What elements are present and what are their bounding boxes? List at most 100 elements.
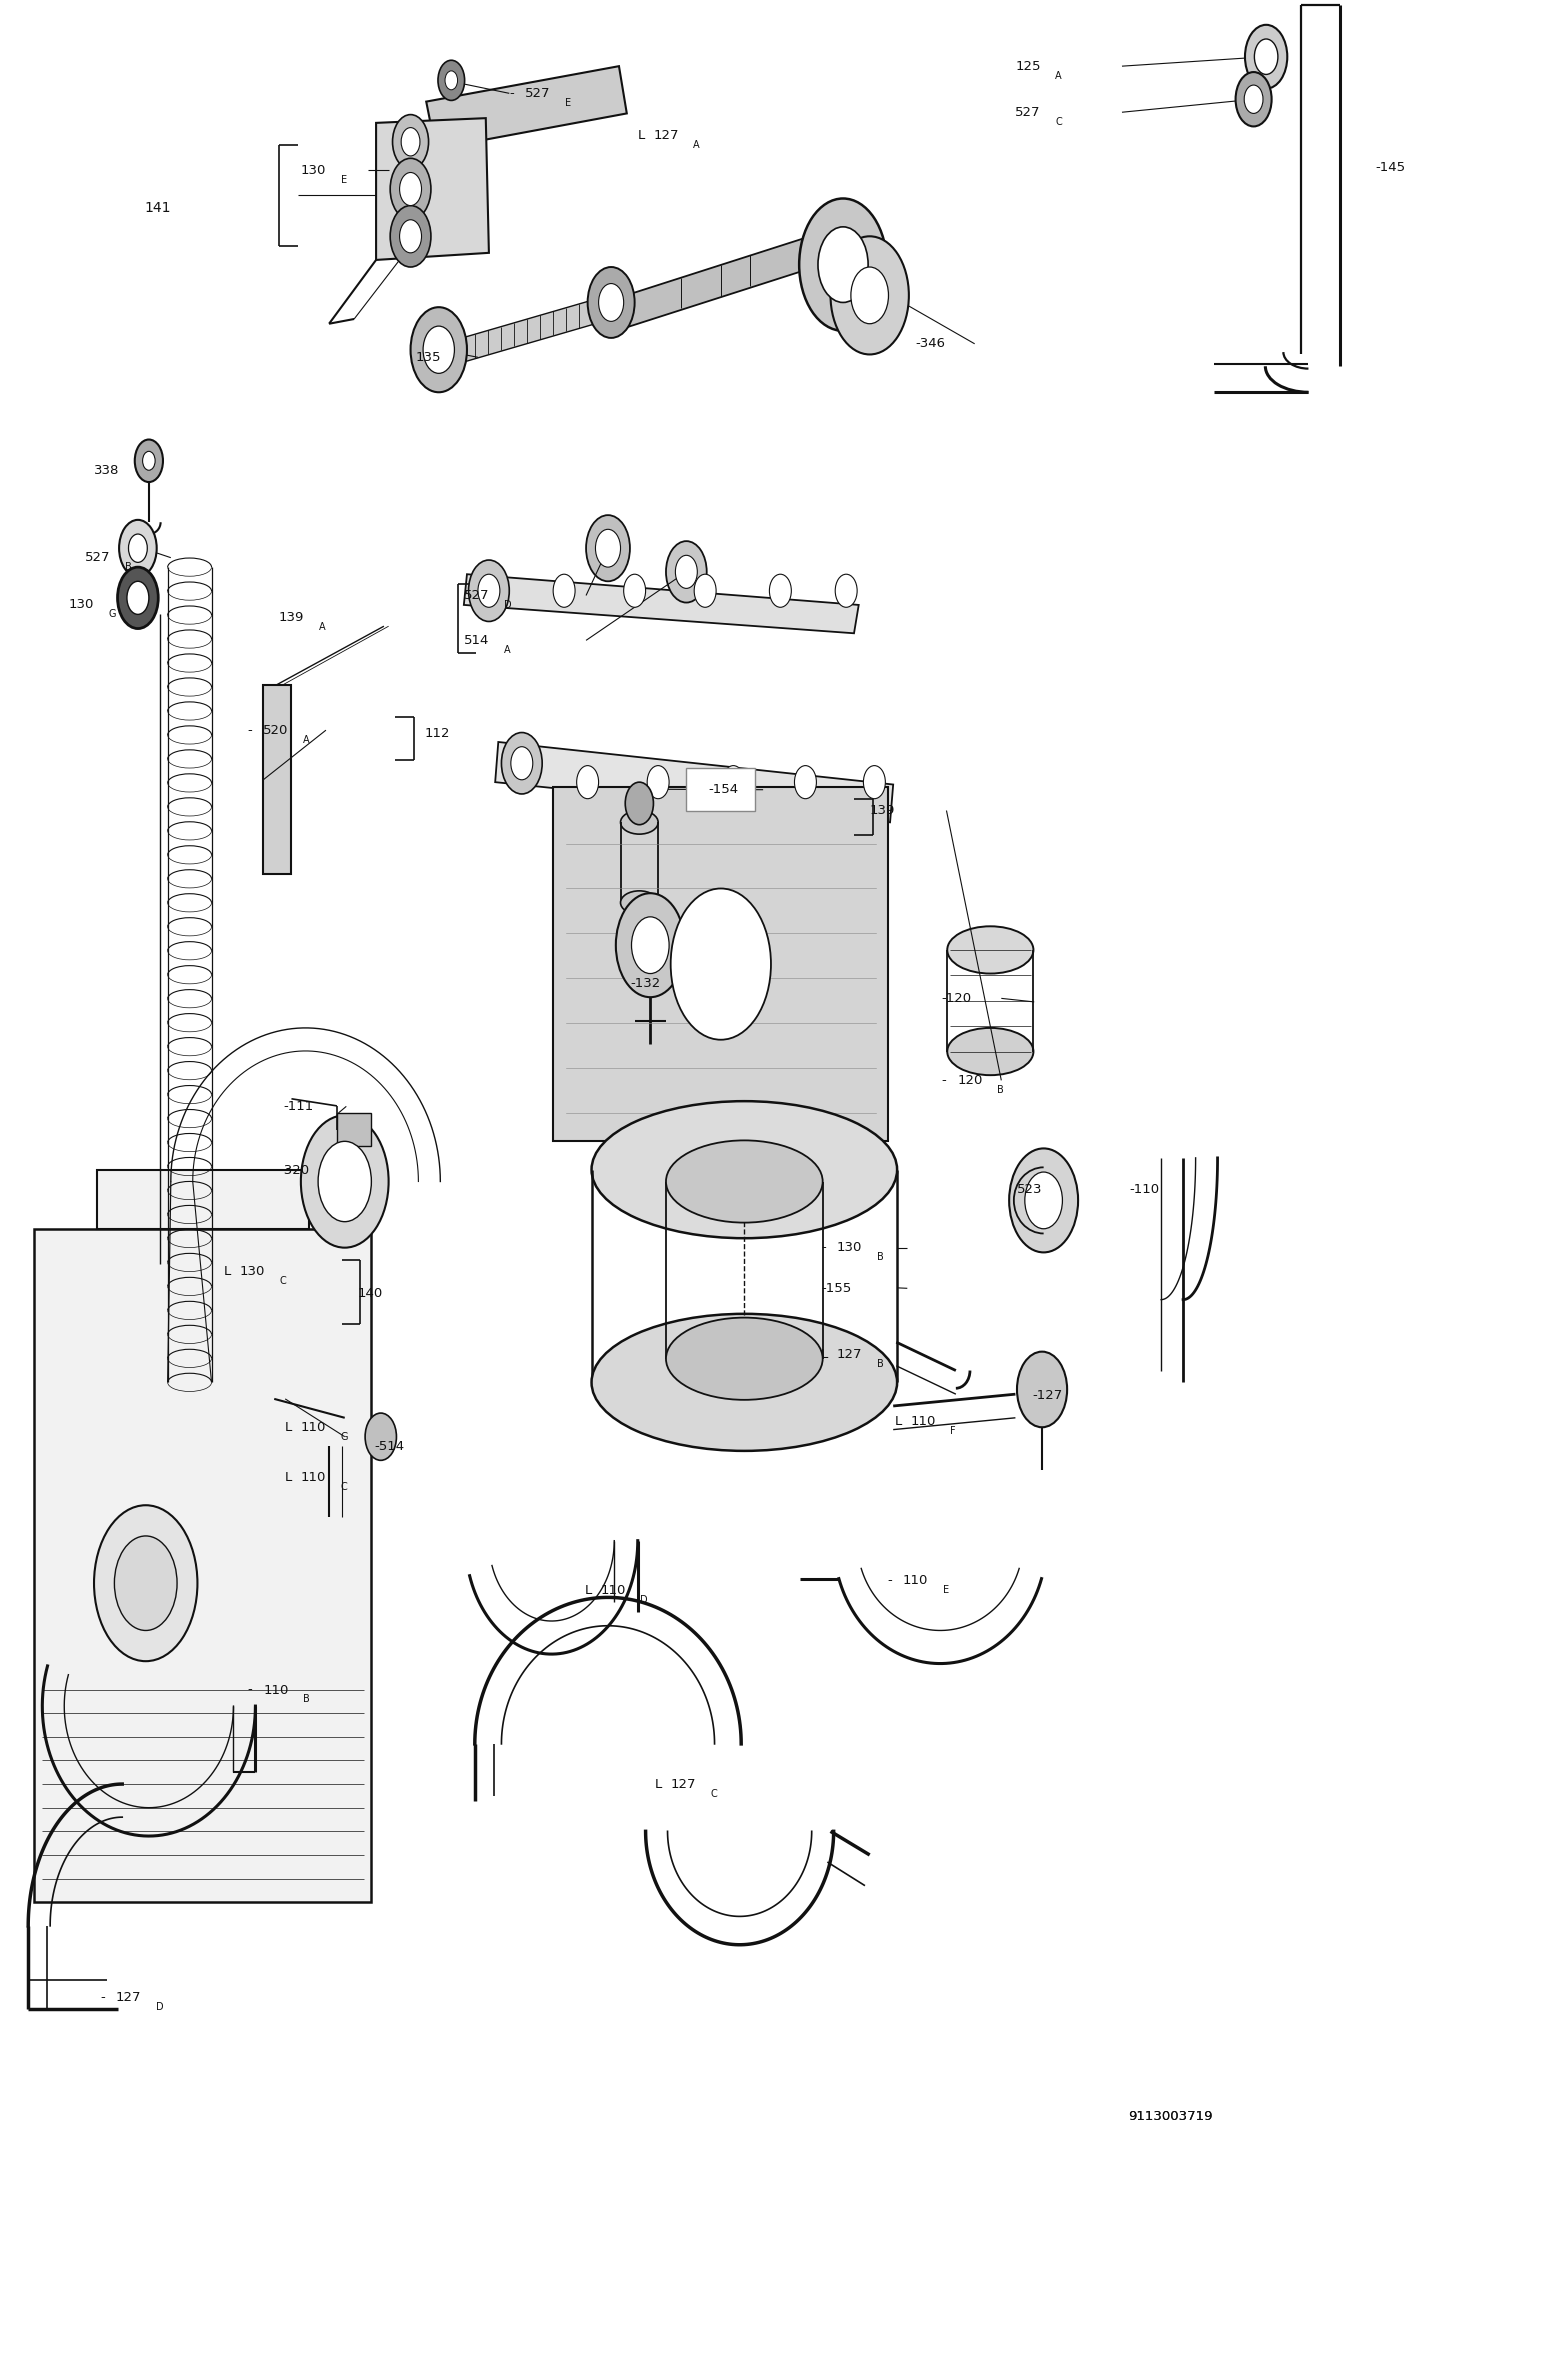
- Text: -: -: [100, 1992, 105, 2004]
- Circle shape: [423, 326, 454, 373]
- Text: 527: 527: [525, 87, 550, 99]
- Circle shape: [411, 307, 467, 392]
- Ellipse shape: [591, 1314, 896, 1451]
- Text: B: B: [304, 1694, 310, 1704]
- Text: -: -: [509, 87, 514, 99]
- Circle shape: [400, 220, 422, 253]
- Text: 127: 127: [837, 1347, 862, 1361]
- Circle shape: [1244, 85, 1263, 113]
- Text: 110: 110: [600, 1583, 625, 1597]
- Text: 110: 110: [903, 1574, 928, 1588]
- Text: L: L: [224, 1264, 232, 1278]
- Circle shape: [127, 581, 149, 614]
- Circle shape: [863, 766, 885, 799]
- Ellipse shape: [946, 926, 1034, 974]
- Text: 130: 130: [240, 1264, 265, 1278]
- Circle shape: [624, 574, 646, 607]
- Text: 127: 127: [653, 128, 679, 142]
- Text: L: L: [895, 1415, 903, 1427]
- Ellipse shape: [591, 1101, 896, 1238]
- Text: C: C: [1056, 116, 1062, 128]
- Text: -346: -346: [915, 338, 945, 350]
- Circle shape: [632, 917, 669, 974]
- Circle shape: [1235, 71, 1272, 125]
- Text: 527: 527: [464, 588, 489, 603]
- Bar: [686, 768, 755, 811]
- Text: 139: 139: [279, 612, 304, 624]
- Text: F: F: [950, 1425, 956, 1437]
- Bar: [337, 1113, 371, 1146]
- Text: -145: -145: [1376, 161, 1406, 175]
- Circle shape: [501, 733, 542, 794]
- Circle shape: [511, 747, 533, 780]
- Circle shape: [831, 236, 909, 354]
- Circle shape: [675, 555, 697, 588]
- Circle shape: [794, 766, 816, 799]
- Text: -111: -111: [284, 1099, 313, 1113]
- Circle shape: [1025, 1172, 1062, 1229]
- Text: C: C: [280, 1276, 287, 1285]
- Text: 523: 523: [1017, 1182, 1042, 1196]
- Bar: [553, 787, 888, 1141]
- Polygon shape: [495, 742, 893, 822]
- Ellipse shape: [666, 1141, 823, 1222]
- Circle shape: [128, 534, 147, 562]
- Ellipse shape: [621, 811, 658, 834]
- Text: 9113003719: 9113003719: [1128, 2110, 1213, 2122]
- Text: 135: 135: [415, 350, 440, 364]
- Text: L: L: [285, 1470, 293, 1484]
- Circle shape: [1254, 40, 1279, 73]
- Text: 110: 110: [910, 1415, 935, 1427]
- Text: L: L: [584, 1583, 592, 1597]
- Text: -154: -154: [708, 782, 738, 796]
- Circle shape: [143, 451, 155, 470]
- Text: A: A: [1056, 71, 1062, 80]
- Circle shape: [671, 888, 771, 1040]
- Polygon shape: [426, 66, 627, 149]
- Text: -: -: [887, 1574, 892, 1588]
- Circle shape: [439, 59, 465, 102]
- Text: B: B: [878, 1359, 884, 1368]
- Circle shape: [135, 440, 163, 482]
- Text: 127: 127: [116, 1992, 141, 2004]
- Text: -: -: [942, 1073, 946, 1087]
- Text: 110: 110: [301, 1470, 326, 1484]
- Text: 125: 125: [1015, 59, 1040, 73]
- Ellipse shape: [946, 1028, 1034, 1075]
- Text: -127: -127: [1033, 1389, 1062, 1401]
- Ellipse shape: [621, 891, 658, 914]
- Text: B: B: [998, 1085, 1004, 1094]
- Text: 9113003719: 9113003719: [1128, 2110, 1213, 2122]
- Text: D: D: [505, 600, 511, 610]
- Text: 127: 127: [671, 1777, 696, 1791]
- Circle shape: [616, 893, 685, 997]
- Circle shape: [577, 766, 599, 799]
- Text: 112: 112: [425, 728, 450, 740]
- Text: -514: -514: [375, 1439, 404, 1453]
- Circle shape: [469, 560, 509, 621]
- Polygon shape: [611, 236, 815, 331]
- Text: 338: 338: [94, 463, 119, 477]
- Circle shape: [553, 574, 575, 607]
- Text: -132: -132: [630, 976, 660, 990]
- Text: -120: -120: [942, 992, 972, 1004]
- Circle shape: [647, 766, 669, 799]
- Circle shape: [119, 520, 157, 577]
- Circle shape: [666, 541, 707, 603]
- Circle shape: [625, 782, 653, 825]
- Text: C: C: [711, 1789, 718, 1798]
- Text: L: L: [285, 1420, 293, 1434]
- Text: A: A: [694, 139, 700, 149]
- Circle shape: [595, 529, 621, 567]
- Circle shape: [114, 1536, 177, 1630]
- Text: E: E: [342, 175, 346, 184]
- Text: -: -: [248, 1682, 252, 1697]
- Circle shape: [588, 267, 635, 338]
- Text: -320: -320: [279, 1163, 309, 1177]
- Circle shape: [118, 567, 158, 629]
- Ellipse shape: [666, 1319, 823, 1399]
- Circle shape: [851, 267, 888, 324]
- Text: L: L: [638, 128, 646, 142]
- Circle shape: [1017, 1352, 1067, 1427]
- Text: C: C: [342, 1482, 348, 1491]
